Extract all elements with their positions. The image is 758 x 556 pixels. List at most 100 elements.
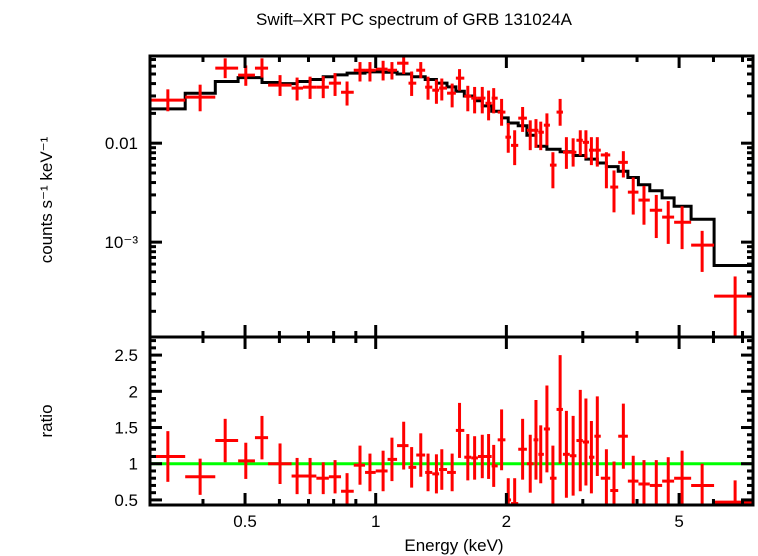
data-point (543, 113, 550, 146)
x-tick-label: 0.5 (233, 512, 257, 531)
ratio-point (618, 403, 628, 469)
ratio-point (397, 421, 409, 470)
data-point (485, 90, 492, 121)
data-point (238, 65, 255, 86)
data-point (365, 62, 376, 82)
ratio-point (341, 473, 354, 505)
y-tick-label: 1.5 (114, 419, 138, 438)
ratio-point (518, 418, 527, 480)
ratio-point (408, 447, 417, 488)
y-tick-label: 2.5 (114, 346, 138, 365)
ratio-point (416, 433, 426, 477)
data-point (511, 130, 519, 166)
data-point (549, 152, 557, 189)
data-point (576, 130, 583, 156)
y-tick-label: 10⁻³ (104, 233, 138, 252)
ratio-point (569, 415, 577, 496)
data-point (562, 137, 570, 169)
ratio-point (594, 396, 601, 477)
data-point (397, 57, 409, 74)
data-point (316, 76, 329, 99)
y-tick-label: 1 (129, 455, 138, 474)
ratio-point (538, 425, 544, 484)
data-point (497, 98, 506, 126)
ratio-point (691, 463, 715, 505)
ratio-point (714, 480, 753, 505)
data-point (477, 86, 486, 114)
ratio-point (533, 400, 539, 480)
data-point (268, 75, 292, 96)
data-point (538, 121, 544, 151)
data-point (464, 85, 472, 112)
data-point (649, 194, 663, 239)
x-tick-label: 2 (502, 512, 511, 531)
data-point (556, 98, 563, 126)
data-point (638, 185, 650, 225)
data-point (662, 201, 675, 244)
data-point (526, 120, 534, 151)
x-axis-label: Energy (keV) (404, 536, 503, 555)
data-point (254, 58, 269, 78)
data-point (471, 86, 478, 114)
ratio-point (526, 434, 534, 493)
ratio-point (238, 442, 255, 479)
ratio-point (464, 434, 472, 481)
ratio-point (674, 450, 692, 505)
data-point (714, 276, 753, 337)
data-point (185, 84, 216, 112)
data-point (582, 130, 589, 159)
data-point (618, 151, 628, 178)
ratio-point (471, 436, 478, 480)
data-point (505, 122, 512, 153)
data-point (387, 62, 398, 80)
ratio-point (497, 409, 506, 471)
x-tick-label: 1 (371, 512, 380, 531)
ratio-point (588, 421, 595, 494)
ratio-point (291, 457, 304, 495)
data-point (588, 137, 595, 166)
ratio-point (455, 402, 465, 458)
data-point (518, 106, 527, 132)
ratio-panel: 0.5 1 2 5 0.5 1 1.5 2 2.5 (114, 335, 755, 531)
ratio-point (268, 443, 292, 484)
ratio-point (485, 434, 492, 479)
ratio-point (610, 461, 619, 505)
y-tick-label: 0.5 (114, 491, 138, 510)
ratio-point (215, 418, 239, 463)
ratio-point (600, 449, 611, 505)
data-point (594, 137, 601, 167)
ratio-point (543, 385, 550, 473)
data-point (375, 60, 388, 81)
data-point (627, 177, 639, 215)
ratio-point (375, 450, 388, 492)
ratio-point (447, 453, 456, 492)
data-point (408, 71, 417, 96)
ratio-point (328, 460, 342, 494)
ratio-point (439, 449, 448, 490)
ratio-point (303, 457, 317, 495)
data-point (691, 230, 715, 272)
ratio-point (477, 434, 486, 479)
y-tick-label: 2 (129, 382, 138, 401)
ratio-point (491, 444, 498, 487)
data-point (425, 76, 433, 100)
ratio-point (185, 458, 216, 495)
ratio-point (662, 457, 675, 505)
y-tick-label: 0.01 (105, 134, 138, 153)
data-point (328, 73, 342, 96)
data-point (600, 152, 611, 189)
data-point (447, 83, 456, 108)
chart-title: Swift–XRT PC spectrum of GRB 131024A (256, 10, 573, 29)
ratio-point (582, 398, 589, 486)
ratio-point (365, 453, 376, 492)
ratio-point (353, 445, 366, 485)
spectrum-panel: 0.01 10⁻³ (104, 54, 755, 339)
data-point (303, 76, 317, 99)
data-point (341, 81, 354, 106)
data-point (432, 79, 440, 104)
ratio-point (316, 462, 329, 495)
ratio-point (649, 460, 663, 505)
ratio-point (511, 478, 519, 506)
data-point (455, 69, 465, 91)
